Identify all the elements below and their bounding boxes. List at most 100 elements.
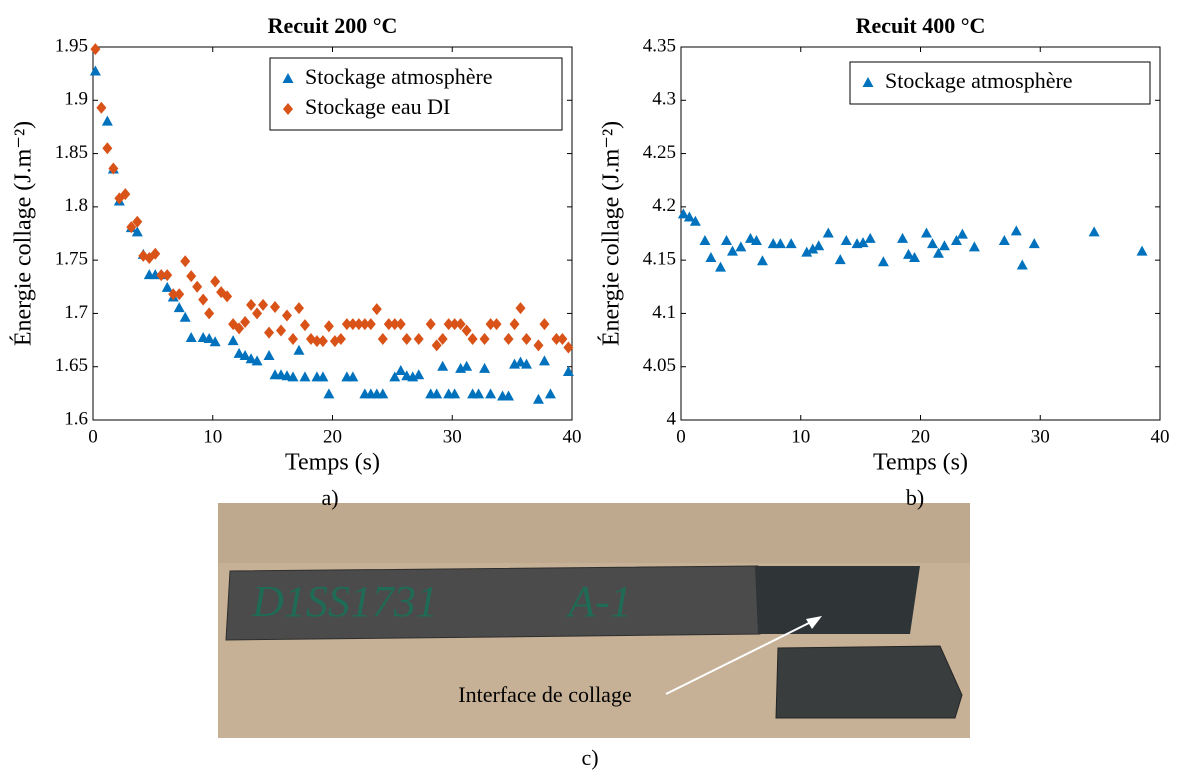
marker xyxy=(801,246,813,257)
marker xyxy=(335,333,346,346)
marker xyxy=(96,101,107,114)
marker xyxy=(485,318,496,331)
marker xyxy=(234,322,245,335)
marker xyxy=(89,65,101,76)
arrow xyxy=(665,619,816,695)
marker xyxy=(926,238,938,249)
marker xyxy=(744,232,756,243)
marker xyxy=(179,311,191,322)
marker xyxy=(532,393,544,404)
marker xyxy=(677,208,689,219)
marker xyxy=(108,162,119,175)
legend-label: Stockage atmosphère xyxy=(885,68,1073,93)
marker xyxy=(192,280,203,293)
y-tick-label: 4 xyxy=(667,408,677,429)
marker xyxy=(281,309,292,322)
marker xyxy=(204,307,215,320)
marker xyxy=(509,318,520,331)
marker xyxy=(715,261,727,272)
marker xyxy=(515,356,527,367)
marker xyxy=(544,388,556,399)
marker xyxy=(293,302,304,315)
marker xyxy=(173,302,185,313)
marker xyxy=(203,333,215,344)
marker xyxy=(813,240,825,251)
marker xyxy=(377,388,389,399)
marker xyxy=(840,234,852,245)
marker xyxy=(1010,225,1022,236)
marker xyxy=(897,232,909,243)
marker xyxy=(395,364,407,375)
marker xyxy=(479,362,491,373)
marker xyxy=(562,366,574,377)
marker xyxy=(909,252,921,263)
y-tick-label: 4.25 xyxy=(643,142,676,163)
marker xyxy=(551,333,562,346)
marker xyxy=(185,331,197,342)
marker xyxy=(323,320,334,333)
marker xyxy=(956,228,968,239)
marker xyxy=(131,226,143,237)
legend-marker xyxy=(862,77,874,87)
marker xyxy=(425,318,436,331)
marker xyxy=(126,221,137,234)
marker xyxy=(293,344,305,355)
marker xyxy=(264,326,275,339)
marker xyxy=(263,350,275,361)
separated-piece xyxy=(775,645,963,719)
marker xyxy=(311,335,322,348)
bonded-piece xyxy=(755,566,920,634)
marker xyxy=(371,303,382,316)
marker xyxy=(431,339,442,352)
marker xyxy=(461,360,473,371)
x-tick-label: 20 xyxy=(911,426,930,447)
marker xyxy=(258,298,269,311)
legend-box xyxy=(849,61,1151,105)
handwriting: A-1 xyxy=(565,577,632,626)
x-axis-label: Temps (s) xyxy=(873,450,968,476)
marker xyxy=(210,275,221,288)
y-tick-label: 1.95 xyxy=(55,35,88,56)
marker xyxy=(533,339,544,352)
arrow-head xyxy=(806,616,822,629)
marker xyxy=(389,371,401,382)
marker xyxy=(705,252,717,263)
photo: D1SS1731 A-1 Interface de collage c) xyxy=(218,503,970,770)
y-tick-label: 1.8 xyxy=(64,195,88,216)
marker xyxy=(239,350,251,361)
marker xyxy=(227,335,239,346)
marker xyxy=(903,248,915,259)
x-tick-label: 30 xyxy=(1031,426,1050,447)
marker xyxy=(168,288,179,301)
y-tick-label: 1.85 xyxy=(55,142,88,163)
marker xyxy=(683,211,695,222)
marker xyxy=(245,353,257,364)
y-tick-label: 1.7 xyxy=(64,302,88,323)
marker xyxy=(150,247,161,260)
legend-marker xyxy=(283,103,293,115)
marker xyxy=(807,243,819,254)
photo-shade xyxy=(218,503,970,563)
panel-label: a) xyxy=(321,485,338,510)
marker xyxy=(449,388,461,399)
chart-title: Recuit 200 °C xyxy=(268,13,398,38)
x-axis-label: Temps (s) xyxy=(285,450,380,476)
marker xyxy=(449,318,460,331)
y-tick-label: 4.1 xyxy=(652,302,676,323)
x-tick-label: 40 xyxy=(1151,426,1170,447)
marker xyxy=(359,318,370,331)
y-tick-label: 1.65 xyxy=(55,355,88,376)
marker xyxy=(557,333,568,346)
marker xyxy=(520,358,532,369)
marker xyxy=(347,318,358,331)
y-tick-label: 4.35 xyxy=(643,35,676,56)
x-tick-label: 10 xyxy=(791,426,810,447)
x-tick-label: 40 xyxy=(563,426,582,447)
marker xyxy=(222,290,233,303)
y-tick-label: 1.75 xyxy=(55,249,88,270)
marker xyxy=(857,237,869,248)
marker xyxy=(323,388,335,399)
marker xyxy=(233,347,245,358)
marker xyxy=(503,390,515,401)
